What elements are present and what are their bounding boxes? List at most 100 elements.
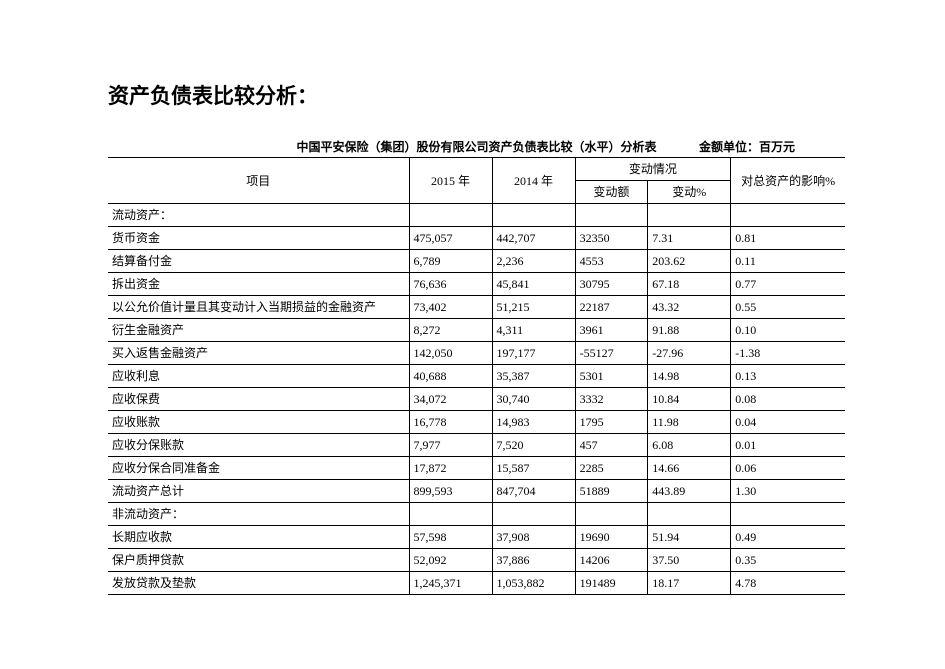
table-row: 应收保费34,07230,740333210.840.08 [108, 388, 845, 411]
cell-change-amt: 191489 [575, 572, 648, 595]
table-row: 结算备付金6,7892,2364553203.620.11 [108, 250, 845, 273]
cell-2015: 52,092 [409, 549, 492, 572]
cell-2014: 15,587 [492, 457, 575, 480]
cell-change-pct: 443.89 [648, 480, 731, 503]
col-header-change-amt: 变动额 [575, 181, 648, 204]
table-row: 应收分保合同准备金17,87215,587228514.660.06 [108, 457, 845, 480]
cell-item: 买入返售金融资产 [108, 342, 409, 365]
empty-cell [409, 503, 492, 526]
cell-2014: 37,886 [492, 549, 575, 572]
empty-cell [648, 204, 731, 227]
cell-change-amt: -55127 [575, 342, 648, 365]
cell-2015: 7,977 [409, 434, 492, 457]
table-row: 买入返售金融资产142,050197,177-55127-27.96-1.38 [108, 342, 845, 365]
cell-item: 保户质押贷款 [108, 549, 409, 572]
empty-cell [731, 503, 845, 526]
section-label: 流动资产： [108, 204, 409, 227]
cell-item: 长期应收款 [108, 526, 409, 549]
cell-change-amt: 4553 [575, 250, 648, 273]
cell-2014: 37,908 [492, 526, 575, 549]
cell-2014: 4,311 [492, 319, 575, 342]
cell-item: 衍生金融资产 [108, 319, 409, 342]
col-header-2015: 2015 年 [409, 158, 492, 204]
section-row: 流动资产： [108, 204, 845, 227]
table-row: 流动资产总计899,593847,70451889443.891.30 [108, 480, 845, 503]
cell-change-pct: 7.31 [648, 227, 731, 250]
cell-2015: 73,402 [409, 296, 492, 319]
cell-impact: 0.08 [731, 388, 845, 411]
cell-2015: 6,789 [409, 250, 492, 273]
table-body: 流动资产：货币资金475,057442,707323507.310.81结算备付… [108, 204, 845, 595]
cell-2015: 17,872 [409, 457, 492, 480]
table-row: 应收账款16,77814,983179511.980.04 [108, 411, 845, 434]
cell-impact: 0.35 [731, 549, 845, 572]
cell-item: 拆出资金 [108, 273, 409, 296]
cell-item: 应收账款 [108, 411, 409, 434]
table-row: 以公允价值计量且其变动计入当期损益的金融资产73,40251,215221874… [108, 296, 845, 319]
cell-impact: -1.38 [731, 342, 845, 365]
cell-2014: 442,707 [492, 227, 575, 250]
cell-2014: 14,983 [492, 411, 575, 434]
table-row: 应收利息40,68835,387530114.980.13 [108, 365, 845, 388]
cell-change-amt: 32350 [575, 227, 648, 250]
cell-item: 应收利息 [108, 365, 409, 388]
cell-2015: 8,272 [409, 319, 492, 342]
table-row: 衍生金融资产8,2724,311396191.880.10 [108, 319, 845, 342]
table-caption: 中国平安保险（集团）股份有限公司资产负债表比较（水平）分析表 [296, 138, 656, 155]
cell-item: 结算备付金 [108, 250, 409, 273]
empty-cell [409, 204, 492, 227]
cell-change-pct: 14.66 [648, 457, 731, 480]
table-row: 长期应收款57,59837,9081969051.940.49 [108, 526, 845, 549]
cell-change-amt: 3961 [575, 319, 648, 342]
balance-sheet-table: 项目 2015 年 2014 年 变动情况 对总资产的影响% 变动额 变动% 流… [108, 157, 845, 595]
cell-impact: 0.77 [731, 273, 845, 296]
cell-impact: 1.30 [731, 480, 845, 503]
cell-2015: 16,778 [409, 411, 492, 434]
col-header-impact: 对总资产的影响% [731, 158, 845, 204]
cell-2015: 1,245,371 [409, 572, 492, 595]
cell-item: 流动资产总计 [108, 480, 409, 503]
cell-change-amt: 19690 [575, 526, 648, 549]
cell-impact: 0.04 [731, 411, 845, 434]
cell-2015: 57,598 [409, 526, 492, 549]
empty-cell [575, 503, 648, 526]
cell-impact: 0.81 [731, 227, 845, 250]
cell-change-pct: 67.18 [648, 273, 731, 296]
cell-impact: 0.11 [731, 250, 845, 273]
cell-impact: 0.10 [731, 319, 845, 342]
page-title: 资产负债表比较分析： [108, 80, 845, 110]
subtitle-row: 中国平安保险（集团）股份有限公司资产负债表比较（水平）分析表 金额单位：百万元 [108, 138, 845, 155]
cell-2014: 197,177 [492, 342, 575, 365]
cell-2015: 899,593 [409, 480, 492, 503]
cell-change-amt: 2285 [575, 457, 648, 480]
cell-change-pct: 91.88 [648, 319, 731, 342]
unit-label: 金额单位：百万元 [699, 138, 795, 155]
col-header-2014: 2014 年 [492, 158, 575, 204]
cell-item: 应收分保账款 [108, 434, 409, 457]
empty-cell [648, 503, 731, 526]
cell-change-amt: 22187 [575, 296, 648, 319]
cell-impact: 0.55 [731, 296, 845, 319]
cell-2015: 76,636 [409, 273, 492, 296]
empty-cell [492, 204, 575, 227]
table-row: 拆出资金76,63645,8413079567.180.77 [108, 273, 845, 296]
col-header-item: 项目 [108, 158, 409, 204]
cell-change-pct: 18.17 [648, 572, 731, 595]
section-row: 非流动资产： [108, 503, 845, 526]
cell-impact: 0.01 [731, 434, 845, 457]
cell-impact: 0.49 [731, 526, 845, 549]
cell-change-pct: 203.62 [648, 250, 731, 273]
cell-change-amt: 457 [575, 434, 648, 457]
cell-change-pct: 37.50 [648, 549, 731, 572]
table-row: 保户质押贷款52,09237,8861420637.500.35 [108, 549, 845, 572]
cell-2014: 35,387 [492, 365, 575, 388]
cell-impact: 4.78 [731, 572, 845, 595]
cell-change-amt: 51889 [575, 480, 648, 503]
cell-2015: 142,050 [409, 342, 492, 365]
cell-change-pct: 6.08 [648, 434, 731, 457]
cell-item: 应收分保合同准备金 [108, 457, 409, 480]
cell-2014: 847,704 [492, 480, 575, 503]
cell-change-pct: 51.94 [648, 526, 731, 549]
table-row: 货币资金475,057442,707323507.310.81 [108, 227, 845, 250]
cell-change-pct: 11.98 [648, 411, 731, 434]
